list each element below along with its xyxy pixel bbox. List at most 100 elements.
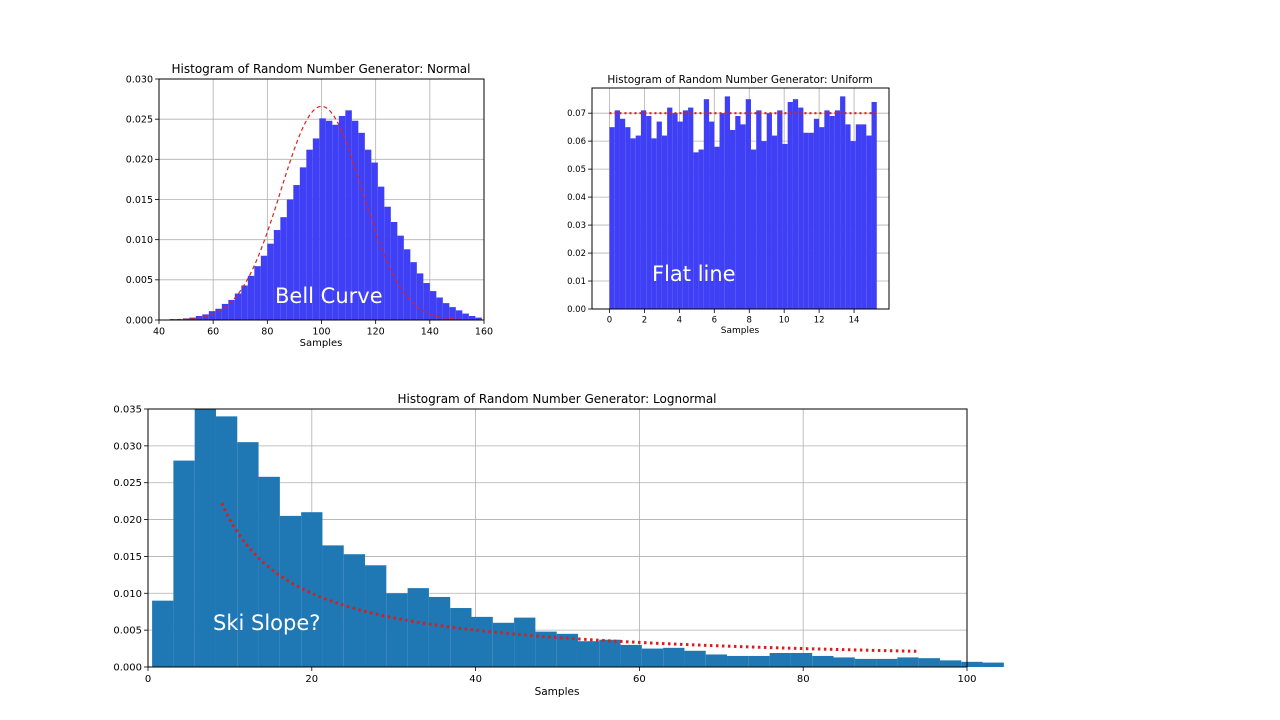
uniform-bar — [667, 107, 673, 309]
lognormal-y-tick-label: 0.020 — [113, 515, 142, 526]
uniform-bar — [840, 96, 846, 310]
lognormal-x-tick-label: 80 — [797, 674, 810, 685]
lognormal-bar — [535, 631, 557, 667]
uniform-y-tick-label: 0.06 — [567, 137, 586, 147]
normal-bar — [403, 249, 411, 320]
uniform-bar — [808, 132, 814, 309]
uniform-y-tick-label: 0.05 — [567, 165, 586, 175]
lognormal-bar — [173, 460, 195, 667]
uniform-bar — [640, 110, 647, 309]
uniform-bar — [651, 138, 657, 309]
normal-bar — [234, 293, 242, 320]
lognormal-plot-frame — [147, 408, 968, 668]
normal-x-tick-label: 60 — [207, 327, 219, 338]
lognormal-y-tick-label: 0.010 — [113, 589, 142, 600]
lognormal-bar — [492, 622, 515, 667]
uniform-x-axis-label: Samples — [721, 326, 760, 336]
lognormal-bar — [663, 647, 685, 667]
lognormal-bar — [450, 608, 472, 667]
lognormal-bar — [812, 655, 834, 667]
normal-bar — [280, 217, 287, 320]
uniform-bar — [861, 124, 867, 309]
normal-x-tick-label: 80 — [261, 327, 273, 338]
lognormal-x-tick-label: 60 — [633, 674, 646, 685]
uniform-bar — [761, 141, 767, 309]
normal-bar — [371, 162, 378, 320]
uniform-bar — [819, 127, 825, 310]
lognormal-bar — [939, 660, 962, 667]
normal-bar — [267, 243, 274, 320]
lognormal-bar — [428, 596, 451, 667]
lognormal-bar — [961, 661, 983, 667]
lognormal-bar — [343, 554, 366, 667]
normal-y-tick-label: 0.000 — [126, 315, 153, 326]
lognormal-bar — [471, 616, 493, 667]
normal-bar — [228, 299, 235, 320]
normal-chart-title: Histogram of Random Number Generator: No… — [172, 62, 471, 76]
lognormal-y-tick-label: 0.000 — [113, 663, 142, 674]
uniform-bar — [635, 135, 641, 309]
normal-bars — [169, 110, 482, 320]
lognormal-x-tick-label: 100 — [957, 674, 976, 685]
lognormal-y-tick-label: 0.035 — [113, 405, 142, 416]
uniform-bar — [719, 113, 725, 309]
normal-y-tick-label: 0.020 — [126, 155, 153, 166]
uniform-bar — [855, 124, 862, 309]
lognormal-bar — [897, 657, 919, 667]
uniform-x-axis-ticks: 0 2 4 6 8 10 12 14 — [607, 309, 859, 326]
normal-bar — [429, 291, 437, 320]
normal-bar — [449, 307, 456, 320]
uniform-y-tick-label: 0.03 — [567, 221, 586, 231]
uniform-plot-frame — [591, 87, 890, 310]
uniform-bar — [824, 110, 830, 309]
normal-bar — [345, 110, 352, 320]
uniform-bar — [688, 107, 694, 309]
lognormal-bar — [301, 512, 323, 667]
lognormal-y-axis-ticks: 0.000 0.005 0.010 0.015 0.020 0.025 0.030 0.035 — [113, 405, 148, 674]
uniform-x-tick-label: 10 — [779, 316, 790, 326]
normal-x-tick-label: 120 — [367, 327, 385, 338]
uniform-bar — [782, 143, 788, 309]
lognormal-bar — [620, 644, 642, 667]
lognormal-bar — [684, 650, 706, 667]
lognormal-bar — [237, 442, 259, 667]
lognormal-histogram-chart: Histogram of Random Number Generator: Lo… — [113, 392, 1004, 698]
uniform-x-tick-label: 6 — [712, 316, 717, 326]
uniform-bar — [619, 118, 626, 309]
lognormal-bar — [194, 409, 216, 667]
normal-bar — [332, 124, 339, 320]
lognormal-bar — [748, 655, 770, 667]
uniform-bar — [714, 146, 720, 309]
normal-histogram-chart: Histogram of Random Number Generator: No… — [126, 62, 493, 349]
normal-y-tick-label: 0.010 — [126, 235, 153, 246]
uniform-bar — [630, 138, 636, 309]
normal-y-axis-ticks: 0.000 0.005 0.010 0.015 0.020 0.025 0.030 — [126, 74, 159, 326]
normal-bar — [306, 149, 313, 320]
normal-bar — [293, 185, 300, 320]
uniform-x-tick-label: 8 — [747, 316, 752, 326]
lognormal-x-axis-label: Samples — [535, 686, 580, 698]
uniform-bar — [661, 135, 668, 309]
uniform-bar — [850, 141, 856, 309]
lognormal-chart-title: Histogram of Random Number Generator: Lo… — [397, 392, 716, 406]
lognormal-bar — [833, 657, 855, 667]
uniform-y-tick-label: 0.07 — [567, 109, 586, 119]
normal-bar — [351, 120, 359, 320]
uniform-annotation: Flat line — [652, 262, 736, 286]
lognormal-bar — [727, 655, 749, 667]
normal-bar — [241, 285, 248, 320]
uniform-bar — [625, 127, 631, 310]
lognormal-bars — [152, 409, 1004, 667]
normal-bar — [364, 149, 372, 320]
normal-x-tick-label: 40 — [153, 327, 165, 338]
uniform-bar — [609, 127, 615, 310]
normal-y-tick-label: 0.030 — [126, 74, 153, 85]
uniform-bar — [756, 110, 762, 309]
uniform-bar — [735, 115, 741, 309]
uniform-bar — [740, 124, 746, 309]
lognormal-bar — [279, 515, 302, 667]
lognormal-bar — [365, 565, 387, 667]
normal-bar — [416, 273, 424, 320]
normal-x-tick-label: 140 — [421, 327, 439, 338]
normal-bar — [221, 303, 229, 320]
